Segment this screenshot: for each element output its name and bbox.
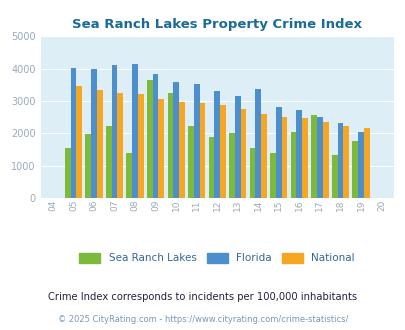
- Bar: [260, 114, 266, 198]
- Text: Crime Index corresponds to incidents per 100,000 inhabitants: Crime Index corresponds to incidents per…: [48, 292, 357, 302]
- Bar: [352, 141, 357, 198]
- Bar: [249, 148, 255, 198]
- Bar: [220, 105, 225, 198]
- Bar: [337, 123, 343, 198]
- Bar: [179, 102, 184, 198]
- Bar: [290, 132, 296, 198]
- Bar: [126, 153, 132, 198]
- Bar: [234, 96, 240, 198]
- Bar: [173, 82, 179, 198]
- Text: © 2025 CityRating.com - https://www.cityrating.com/crime-statistics/: © 2025 CityRating.com - https://www.city…: [58, 315, 347, 324]
- Bar: [97, 90, 102, 198]
- Bar: [199, 103, 205, 198]
- Bar: [76, 86, 82, 198]
- Bar: [214, 91, 220, 198]
- Bar: [91, 69, 97, 198]
- Bar: [255, 89, 260, 198]
- Bar: [85, 134, 91, 198]
- Bar: [228, 133, 234, 198]
- Bar: [132, 64, 138, 198]
- Bar: [65, 148, 70, 198]
- Bar: [188, 126, 193, 198]
- Bar: [158, 99, 164, 198]
- Bar: [193, 84, 199, 198]
- Bar: [296, 110, 301, 198]
- Bar: [70, 68, 76, 198]
- Bar: [111, 65, 117, 198]
- Bar: [301, 118, 307, 198]
- Bar: [331, 155, 337, 198]
- Bar: [240, 109, 246, 198]
- Bar: [270, 153, 275, 198]
- Bar: [357, 132, 363, 198]
- Title: Sea Ranch Lakes Property Crime Index: Sea Ranch Lakes Property Crime Index: [72, 18, 361, 31]
- Legend: Sea Ranch Lakes, Florida, National: Sea Ranch Lakes, Florida, National: [75, 248, 358, 267]
- Bar: [106, 126, 111, 198]
- Bar: [117, 93, 123, 198]
- Bar: [281, 117, 287, 198]
- Bar: [322, 122, 328, 198]
- Bar: [343, 126, 348, 198]
- Bar: [208, 137, 214, 198]
- Bar: [138, 94, 143, 198]
- Bar: [152, 75, 158, 198]
- Bar: [147, 80, 152, 198]
- Bar: [311, 115, 316, 198]
- Bar: [363, 128, 369, 198]
- Bar: [167, 93, 173, 198]
- Bar: [316, 117, 322, 198]
- Bar: [275, 107, 281, 198]
